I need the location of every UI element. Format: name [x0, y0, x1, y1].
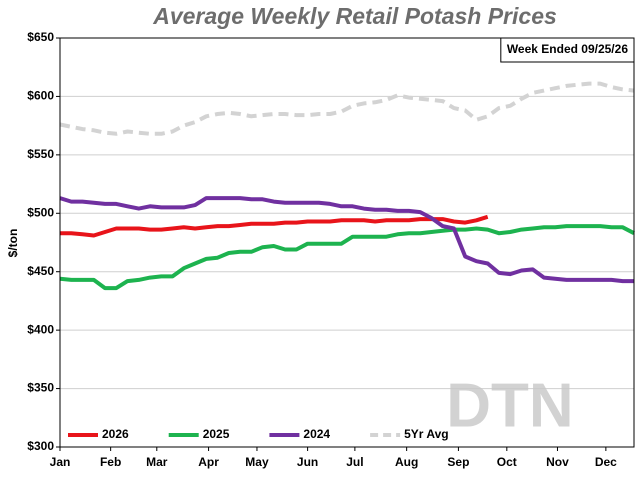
x-tick-label: Nov [546, 455, 569, 469]
x-tick-label: Feb [100, 455, 121, 469]
watermark: DTN [446, 371, 573, 440]
plot-frame [59, 37, 635, 448]
chart-title: Average Weekly Retail Potash Prices [152, 3, 557, 29]
y-tick-label: $300 [27, 439, 54, 453]
x-tick-label: May [245, 455, 269, 469]
x-tick-label: Aug [395, 455, 418, 469]
annotation-box [500, 37, 635, 63]
x-tick-label: Apr [198, 455, 219, 469]
y-tick-label: $550 [27, 147, 54, 161]
series-line [60, 214, 489, 238]
legend-label: 2025 [203, 427, 230, 441]
y-tick-label: $600 [27, 89, 54, 103]
series-line [59, 196, 634, 284]
y-tick-label: $500 [27, 205, 54, 219]
y-tick-label: $450 [27, 264, 54, 278]
x-tick-label: Sep [447, 455, 469, 469]
y-tick-label: $400 [27, 322, 54, 336]
y-tick-label: $650 [27, 30, 54, 44]
x-tick-label: Jan [50, 455, 71, 469]
x-tick-label: Mar [146, 455, 168, 469]
series-line [59, 81, 635, 136]
x-tick-label: Oct [497, 455, 517, 469]
annotation: Week Ended 09/25/26 [507, 42, 629, 56]
legend-label: 2026 [102, 427, 129, 441]
x-tick-label: Jun [297, 455, 318, 469]
legend-label: 5Yr Avg [404, 427, 448, 441]
x-tick-label: Dec [595, 455, 617, 469]
legend-label: 2024 [303, 427, 330, 441]
y-axis-label: $/ton [6, 229, 20, 258]
y-tick-label: $350 [27, 381, 54, 395]
x-tick-label: Jul [346, 455, 363, 469]
series-line [59, 224, 635, 291]
